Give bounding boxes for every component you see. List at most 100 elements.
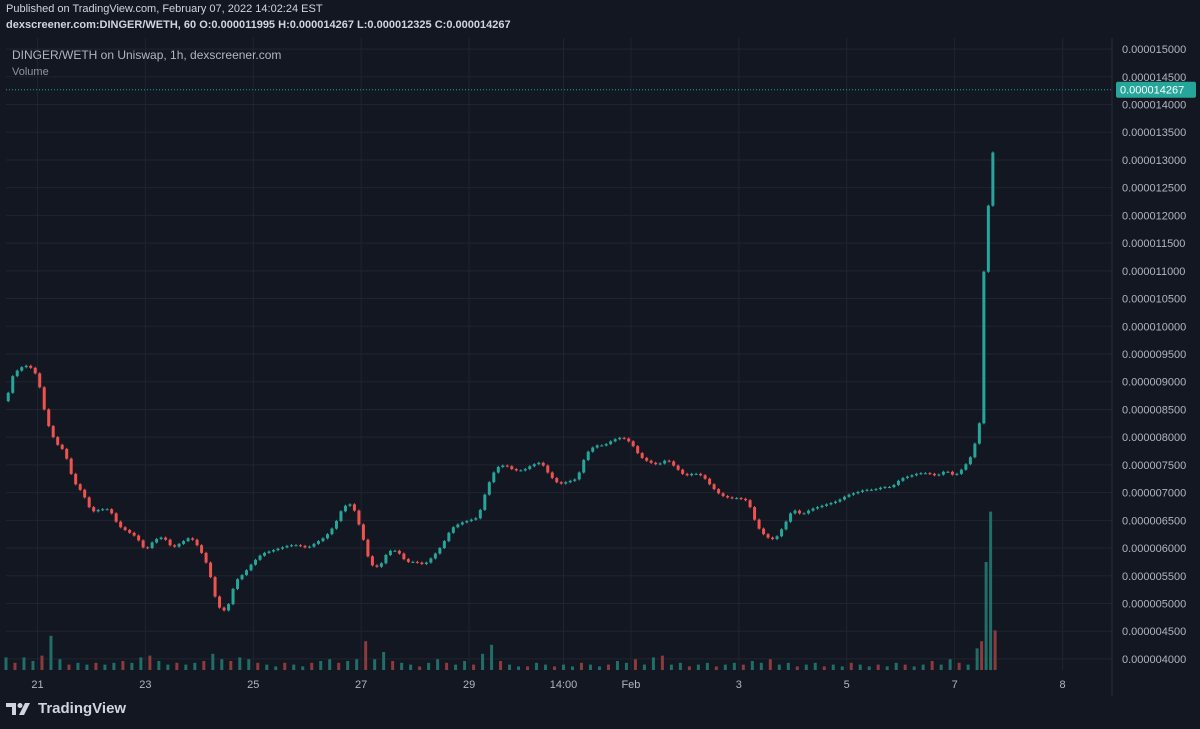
candle-body (541, 462, 545, 466)
x-tick-label: 7 (952, 679, 958, 691)
volume-bar (570, 666, 574, 670)
candle-body (83, 489, 87, 498)
candle-body (568, 480, 572, 483)
volume-bar (984, 562, 988, 670)
volume-bar (822, 666, 826, 670)
volume-bar (741, 664, 745, 670)
symbol-line: dexscreener.com:DINGER/WETH, 60 (6, 19, 197, 31)
candle-body (672, 461, 676, 466)
volume-bar (993, 630, 997, 670)
candle-body (744, 498, 748, 501)
volume-bar (220, 659, 224, 670)
candle-body (218, 596, 222, 608)
candle-body (874, 489, 878, 491)
price-axis[interactable]: 0.000004000 0.000004500 0.000005000 0.00000… (1122, 44, 1186, 666)
volume-bar (238, 657, 242, 670)
candle-body (177, 543, 181, 547)
volume-bar (777, 664, 781, 670)
volume-bar (732, 662, 736, 670)
candle-body (973, 443, 977, 458)
candle-body (860, 490, 864, 492)
volume-bar (157, 661, 161, 670)
close-value: 0.000014267 (446, 19, 511, 31)
candle-body (334, 521, 338, 529)
candle-body (618, 437, 622, 440)
volume-bar (606, 664, 610, 670)
candle-body (298, 545, 302, 547)
candle-body (982, 271, 986, 424)
volume-bar (867, 666, 871, 670)
candle-body (276, 548, 280, 551)
volume-bar (633, 659, 637, 670)
candle-body (285, 545, 289, 548)
candle-body (834, 501, 837, 503)
candle-body (402, 553, 406, 560)
y-tick-label: 0.000007000 (1122, 488, 1186, 500)
candle-body (658, 463, 662, 465)
volume-bar (193, 662, 197, 670)
volume-bar (13, 662, 17, 670)
volume-bar (750, 661, 754, 670)
candle-body (361, 524, 365, 540)
y-tick-label: 0.000010000 (1122, 321, 1186, 333)
volume-bar (517, 666, 521, 670)
candle-body (941, 471, 945, 475)
candle-body (191, 538, 195, 540)
candle-body (604, 444, 608, 446)
candle-body (447, 532, 451, 542)
volume-bar (624, 662, 628, 670)
candle-body (681, 469, 685, 474)
volume-bar (292, 664, 296, 670)
candle-body (577, 472, 581, 480)
candle-body (11, 376, 15, 393)
candle-body (101, 509, 105, 511)
y-tick-label: 0.000013500 (1122, 127, 1186, 139)
volume-bar (660, 655, 664, 670)
candle-body (370, 556, 374, 566)
volume-bar (427, 662, 431, 670)
candle-body (105, 509, 109, 511)
candle-body (429, 558, 433, 563)
candle-body (258, 555, 262, 560)
candle-body (986, 205, 990, 272)
candle-body (640, 453, 644, 458)
volume-bar (759, 662, 763, 670)
candle-body (667, 460, 671, 462)
y-tick-label: 0.000011000 (1122, 266, 1185, 278)
candles (6, 151, 995, 612)
tradingview-brand[interactable]: TradingView (6, 700, 126, 717)
y-tick-label: 0.000009000 (1122, 377, 1186, 389)
candle-body (505, 465, 509, 467)
candle-body (730, 497, 734, 499)
time-axis[interactable]: 21 23 25 27 29 14:00 Feb 3 5 7 8 (31, 679, 1065, 691)
volume-bar (588, 664, 592, 670)
candle-body (676, 465, 680, 470)
candle-body (514, 469, 518, 471)
candle-body (245, 570, 249, 576)
candle-body (366, 539, 370, 557)
candle-body (923, 473, 927, 475)
last-price-label: 0.000014267 (1120, 85, 1184, 97)
candle-body (272, 550, 276, 552)
candle-body (352, 504, 356, 511)
candle-body (523, 469, 527, 471)
candle-body (856, 491, 860, 494)
candle-body (564, 482, 568, 484)
candle-body (69, 458, 73, 474)
volume-bar (301, 666, 305, 670)
candle-body (559, 482, 563, 484)
candle-body (510, 466, 514, 470)
candle-body (825, 504, 829, 506)
candle-body (582, 460, 586, 473)
candle-body (227, 604, 231, 611)
candle-body (636, 446, 640, 454)
candle-body (807, 510, 811, 514)
candle-body (991, 152, 995, 206)
candle-body (231, 588, 235, 605)
candle-body (928, 473, 932, 475)
candle-body (451, 527, 455, 533)
volume-bar (103, 664, 107, 670)
candle-body (65, 448, 69, 459)
volume-bar (642, 664, 646, 670)
price-chart[interactable]: 0.000014267 0.0000040000.0000045000.0000… (0, 38, 1200, 696)
